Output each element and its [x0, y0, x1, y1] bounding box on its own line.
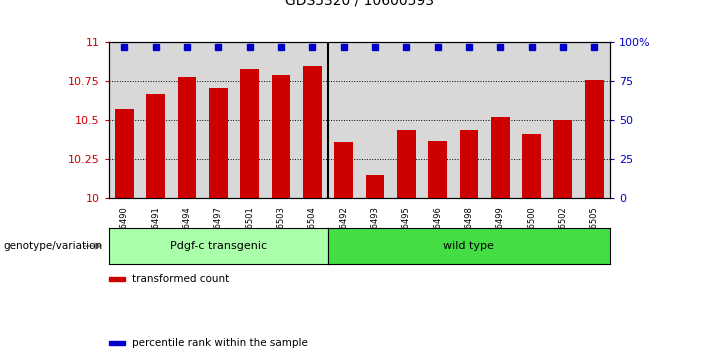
Text: transformed count: transformed count: [132, 274, 229, 284]
Bar: [147, 94, 165, 198]
Text: GDS5320 / 10600593: GDS5320 / 10600593: [285, 0, 434, 7]
Bar: [271, 75, 290, 198]
Text: wild type: wild type: [444, 241, 494, 251]
Bar: [522, 135, 541, 198]
Bar: [428, 141, 447, 198]
Text: Pdgf-c transgenic: Pdgf-c transgenic: [170, 241, 267, 251]
Text: genotype/variation: genotype/variation: [4, 241, 102, 251]
Bar: [115, 109, 134, 198]
Bar: [303, 66, 322, 198]
Text: percentile rank within the sample: percentile rank within the sample: [132, 338, 308, 348]
Bar: [554, 120, 572, 198]
Bar: [491, 117, 510, 198]
Bar: [460, 130, 478, 198]
Bar: [177, 77, 196, 198]
Bar: [365, 175, 384, 198]
Bar: [334, 142, 353, 198]
Bar: [585, 80, 604, 198]
Bar: [240, 69, 259, 198]
Bar: [397, 130, 416, 198]
Bar: [209, 88, 228, 198]
